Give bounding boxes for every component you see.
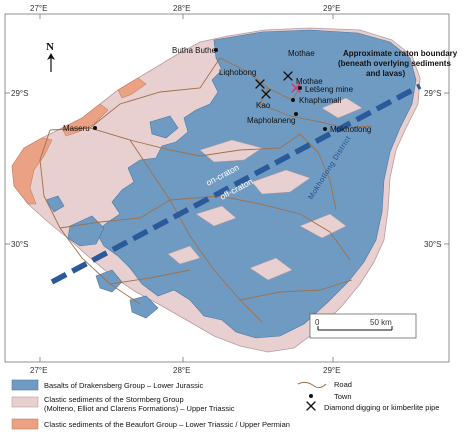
graticule	[5, 14, 449, 362]
town-label: Butha Buthe	[172, 46, 217, 55]
lat-tick-left: 30°S	[11, 240, 28, 249]
craton-boundary-line	[50, 83, 422, 285]
scale-max: 50 km	[370, 318, 392, 327]
craton-note-line: (beneath overlying sediments	[338, 59, 451, 68]
town-label: Mothae	[288, 49, 315, 58]
legend-swatch-beaufort	[11, 418, 39, 430]
legend-label-road: Road	[334, 380, 352, 389]
town-label: Letšeng mine	[305, 85, 354, 94]
north-arrow	[47, 53, 55, 72]
lon-tick-top: 29°E	[323, 4, 340, 13]
town-legend-icon	[309, 394, 313, 398]
craton-note-line: Approximate craton boundary	[343, 49, 458, 58]
lon-tick-bottom: 29°E	[323, 366, 340, 375]
basalt-patch	[95, 269, 123, 293]
legend-label-basalt: Basalts of Drakensberg Group – Lower Jur…	[44, 381, 203, 390]
town-label: Liqhobong	[219, 68, 256, 77]
beaufort-region	[117, 77, 147, 99]
pick-hammer-icon	[255, 71, 293, 99]
town-label: Kao	[256, 101, 271, 110]
town-label: Mothae	[296, 77, 323, 86]
scale-zero: 0	[315, 318, 320, 327]
lon-tick-bottom: 27°E	[30, 366, 47, 375]
basalt-patch	[149, 115, 179, 139]
lat-tick-left: 29°S	[11, 89, 28, 98]
legend-label-diamond: Diamond digging or kimberlite pipe	[324, 403, 439, 412]
legend-swatch-stormberg	[11, 396, 39, 408]
town-label: Mapholaneng	[247, 116, 295, 125]
letseng-mine-icon	[291, 83, 301, 93]
town-label: Khaphamali	[299, 96, 341, 105]
north-label: N	[46, 41, 54, 53]
lat-tick-right: 30°S	[424, 240, 441, 249]
beaufort-region	[61, 103, 109, 137]
scale-bar	[309, 313, 417, 339]
legend-swatch-basalt	[11, 379, 39, 391]
basalt-patch	[67, 215, 105, 247]
legend-label-beaufort: Clastic sediments of the Beaufort Group …	[44, 420, 290, 429]
craton-note-line: and lavas)	[366, 69, 405, 78]
lon-tick-top: 28°E	[173, 4, 190, 13]
legend-label-stormberg: Clastic sediments of the Stormberg Group	[44, 395, 184, 404]
town-label: Mokhotlong	[330, 125, 371, 134]
legend	[11, 379, 327, 430]
lat-tick-right: 29°S	[424, 89, 441, 98]
basalt-patch	[45, 195, 65, 213]
road-network	[39, 57, 373, 323]
lon-tick-bottom: 28°E	[173, 366, 190, 375]
town-markers	[93, 48, 327, 131]
legend-label-stormberg-2: (Molteno, Elliot and Clarens Formations)…	[44, 404, 235, 413]
road-legend-icon	[297, 381, 327, 389]
legend-label-town: Town	[334, 392, 352, 401]
town-label: Maseru	[63, 124, 90, 133]
lon-tick-top: 27°E	[30, 4, 47, 13]
pick-hammer-legend-icon	[306, 401, 316, 411]
